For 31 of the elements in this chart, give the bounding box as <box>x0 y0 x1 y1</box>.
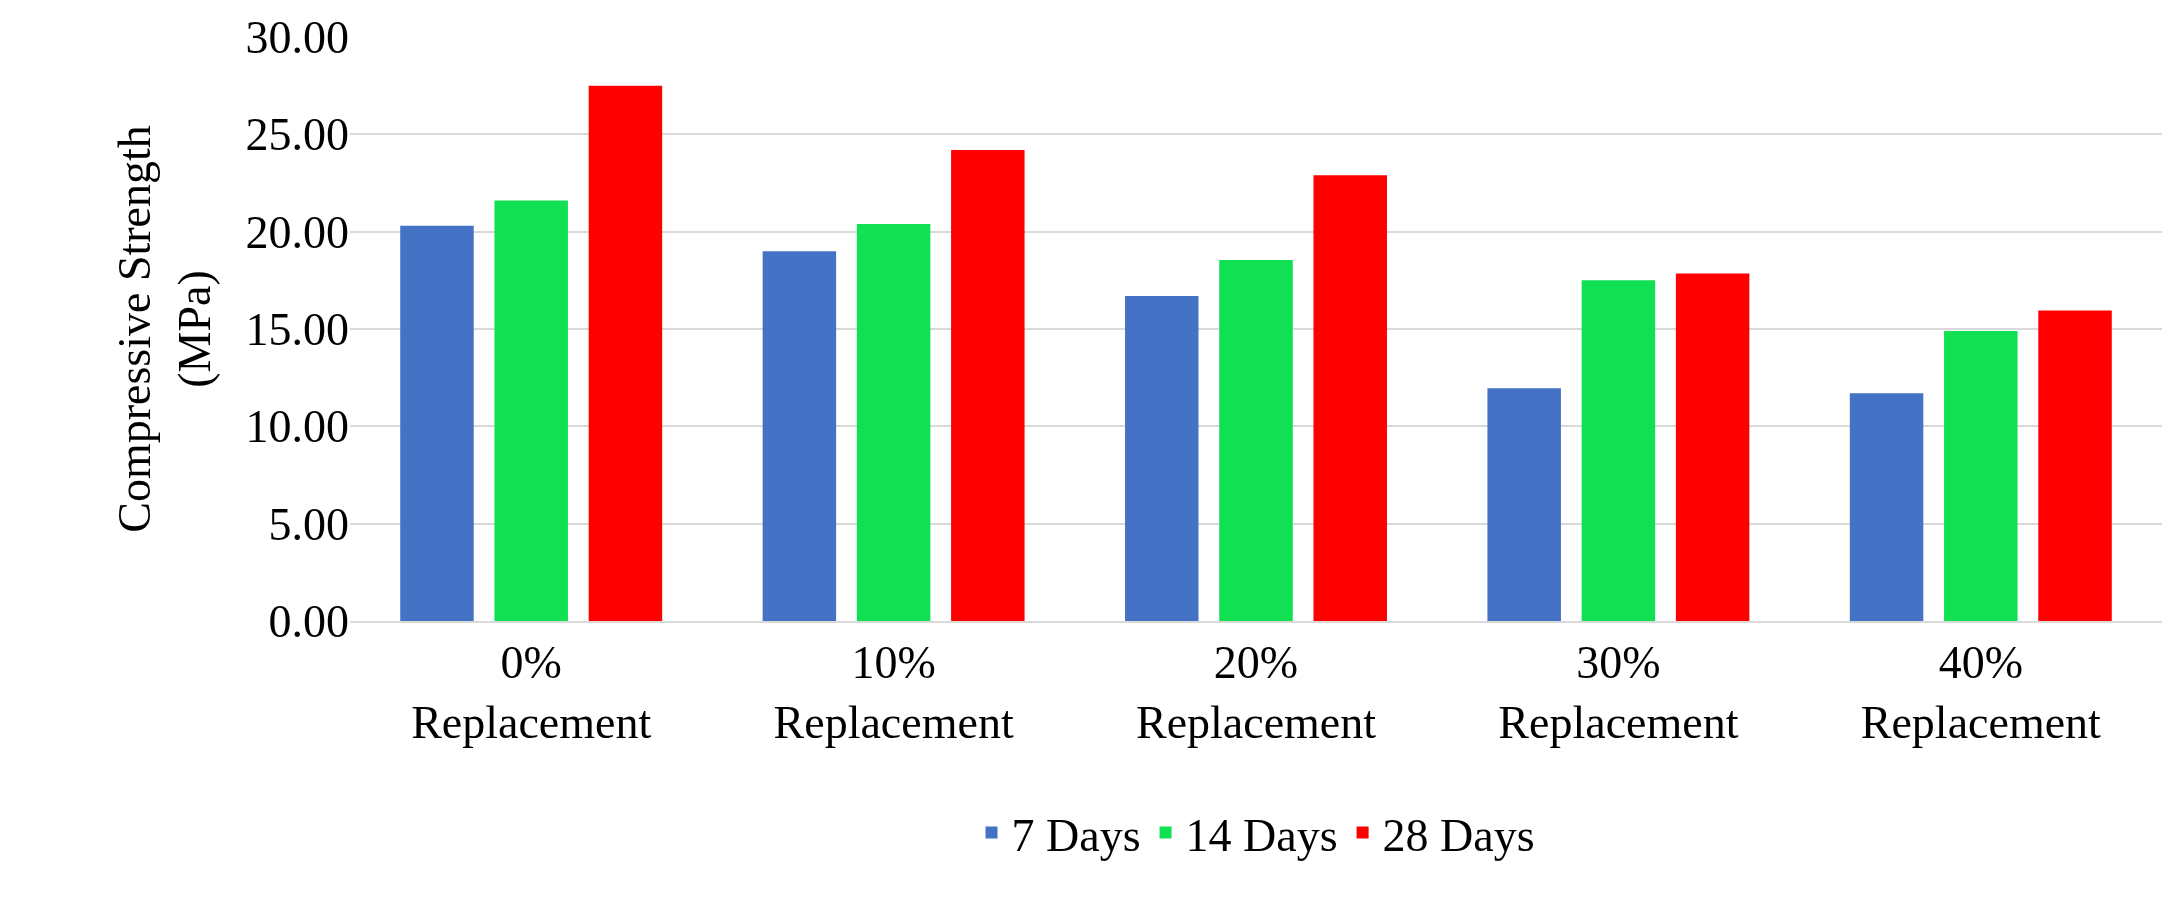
bar <box>400 225 474 621</box>
bar <box>1219 259 1293 621</box>
y-tick-label: 15.00 <box>245 304 349 356</box>
x-tick-label: 10% Replacement <box>773 637 1014 748</box>
y-tick-label: 10.00 <box>245 401 349 453</box>
y-tick-label: 30.00 <box>245 12 349 64</box>
y-tick-label: 5.00 <box>268 498 349 550</box>
bar <box>588 85 663 621</box>
bar <box>1125 295 1199 621</box>
y-tick-label: 0.00 <box>268 596 349 648</box>
bar <box>1675 273 1750 621</box>
legend-label: 28 Days <box>1382 809 1535 861</box>
legend-label: 14 Days <box>1185 809 1338 861</box>
bar <box>1581 280 1656 621</box>
bar <box>762 251 837 621</box>
x-tick-label: 40% Replacement <box>1860 637 2102 748</box>
legend-label: 7 Days <box>1011 809 1141 861</box>
bar <box>2038 310 2112 621</box>
bar <box>1944 330 2018 621</box>
x-tick-label: 0% Replacement <box>411 637 652 748</box>
x-tick-label: 30% Replacement <box>1498 637 1739 748</box>
bar <box>1849 393 1924 621</box>
bar <box>856 223 931 621</box>
y-tick-label: 20.00 <box>245 206 349 258</box>
x-tick-label: 20% Replacement <box>1135 637 1377 748</box>
y-axis-title: Compressive Strength (MPa) <box>109 125 220 533</box>
y-tick-label: 25.00 <box>245 109 349 161</box>
bar <box>494 200 568 621</box>
bar <box>1313 175 1387 621</box>
bar <box>1487 388 1561 621</box>
bar <box>951 149 1025 621</box>
